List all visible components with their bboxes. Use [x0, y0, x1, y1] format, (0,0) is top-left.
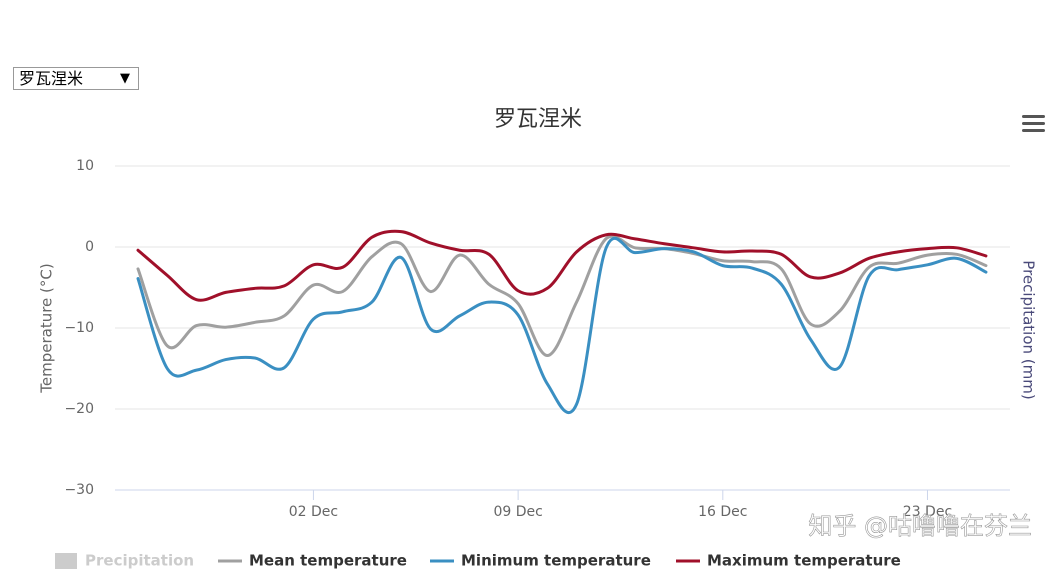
y-tick-label: 10	[76, 158, 94, 174]
y-tick-label: −10	[64, 320, 94, 336]
menu-icon-bar[interactable]	[1022, 122, 1045, 125]
watermark: 知乎 @咕噜噜在芬兰	[808, 512, 1032, 540]
legend-label[interactable]: Maximum temperature	[707, 552, 901, 570]
x-tick-label: 16 Dec	[698, 504, 747, 520]
menu-button[interactable]	[1020, 110, 1048, 136]
y2-axis-title: Precipitation (mm)	[1020, 260, 1038, 399]
city-dropdown[interactable]: 罗瓦涅米 ▼	[13, 67, 139, 90]
x-tick-label: 23 Dec	[903, 504, 952, 520]
legend-symbol[interactable]	[55, 553, 77, 569]
y-axis-title: Temperature (°C)	[38, 263, 56, 393]
y-tick-label: −20	[64, 401, 94, 417]
legend-item[interactable]: Maximum temperature	[676, 552, 901, 570]
legend-label[interactable]: Minimum temperature	[461, 552, 651, 570]
legend-item[interactable]: Precipitation	[55, 552, 194, 570]
y-tick-label: −30	[64, 482, 94, 498]
line-series	[136, 236, 988, 414]
dropdown-value[interactable]: 罗瓦涅米	[19, 69, 84, 88]
line-series	[136, 229, 988, 302]
legend-label[interactable]: Precipitation	[85, 552, 194, 570]
dropdown-arrow[interactable]: ▼	[120, 71, 130, 86]
menu-icon-bar[interactable]	[1022, 129, 1045, 132]
legend-item[interactable]: Mean temperature	[218, 552, 407, 570]
x-tick-label: 02 Dec	[289, 504, 338, 520]
chart-title: 罗瓦涅米	[494, 107, 582, 132]
legend-label[interactable]: Mean temperature	[249, 552, 407, 570]
legend-item[interactable]: Minimum temperature	[430, 552, 651, 570]
line-series	[136, 234, 988, 358]
x-tick-label: 09 Dec	[493, 504, 542, 520]
menu-icon-bar[interactable]	[1022, 115, 1045, 118]
y-tick-label: 0	[85, 239, 94, 255]
